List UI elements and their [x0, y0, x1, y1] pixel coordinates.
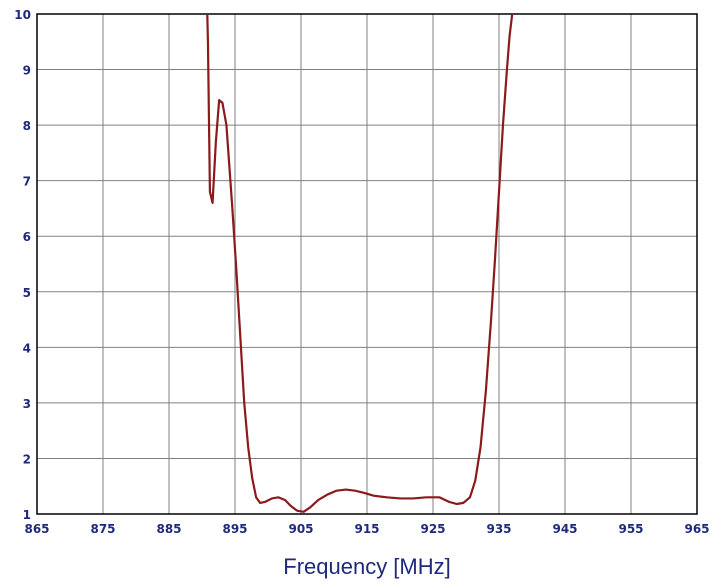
x-tick-label-885: 885 — [156, 522, 181, 536]
x-tick-label-965: 965 — [684, 522, 709, 536]
y-tick-label-7: 7 — [23, 175, 31, 189]
x-tick-label-875: 875 — [90, 522, 115, 536]
y-tick-label-3: 3 — [23, 397, 31, 411]
x-tick-label-955: 955 — [618, 522, 643, 536]
y-tick-label-8: 8 — [23, 119, 31, 133]
x-tick-label-935: 935 — [486, 522, 511, 536]
series-layer — [206, 14, 514, 513]
y-tick-label-9: 9 — [23, 64, 31, 78]
x-tick-label-925: 925 — [420, 522, 445, 536]
y-tick-label-2: 2 — [23, 452, 31, 466]
x-axis-title: Frequency [MHz] — [283, 554, 451, 579]
x-tick-label-945: 945 — [552, 522, 577, 536]
y-tick-label-1: 1 — [23, 508, 31, 522]
x-tick-label-865: 865 — [24, 522, 49, 536]
y-tick-labels: 1 2 3 4 5 6 7 8 9 10 — [14, 8, 31, 522]
x-tick-label-895: 895 — [222, 522, 247, 536]
x-tick-label-915: 915 — [354, 522, 379, 536]
x-tick-labels: 865 875 885 895 905 915 925 935 945 955 965 — [24, 522, 709, 536]
grid-layer — [37, 14, 697, 514]
y-tick-label-5: 5 — [23, 286, 31, 300]
axis-layer — [36, 13, 698, 515]
plot-frame — [36, 13, 698, 515]
x-tick-label-905: 905 — [288, 522, 313, 536]
series-line-0 — [206, 14, 514, 513]
y-tick-label-6: 6 — [23, 230, 31, 244]
y-tick-label-4: 4 — [23, 341, 31, 355]
y-tick-label-10: 10 — [14, 8, 31, 22]
